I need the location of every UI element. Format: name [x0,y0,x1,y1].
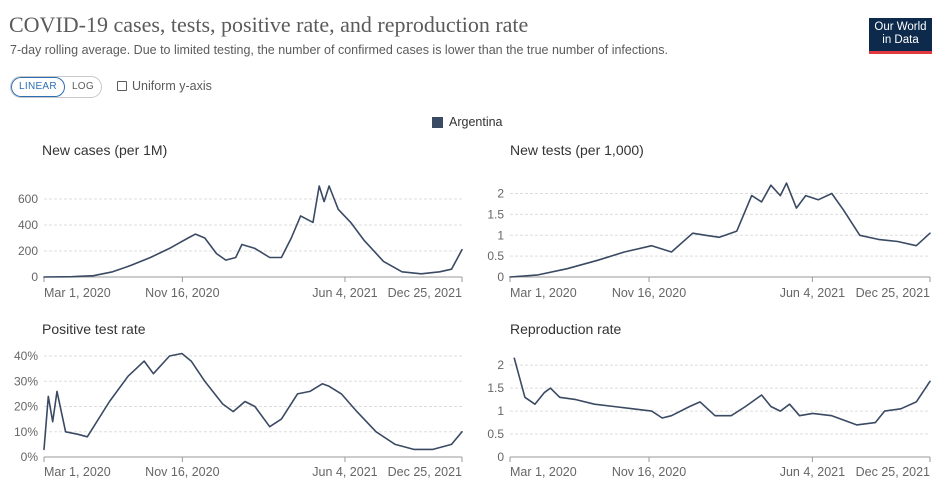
panel-title-positive-rate: Positive test rate [42,321,146,337]
series-line [43,352,463,451]
x-tick-label: Nov 16, 2020 [145,465,219,479]
log-scale-button[interactable]: LOG [71,81,94,92]
x-tick-label: Jun 4, 2021 [780,465,845,479]
x-tick-label: Dec 25, 2021 [388,465,462,479]
scale-toggle: LINEAR LOG [10,76,102,98]
y-tick-label: 2 [497,358,504,372]
x-tick-label: Jun 4, 2021 [312,465,377,479]
linear-scale-button[interactable]: LINEAR [11,77,65,97]
y-tick-label: 200 [18,244,38,258]
x-tick-label: Mar 1, 2020 [44,286,111,300]
y-tick-label: 30% [14,374,38,388]
x-tick-label: Jun 4, 2021 [780,286,845,300]
y-tick-label: 40% [14,349,38,363]
logo-line-2: in Data [882,34,919,46]
y-tick-label: 10% [14,425,38,439]
x-tick-label: Dec 25, 2021 [388,286,462,300]
series-line [513,357,931,426]
logo-line-1: Our World [874,21,927,33]
uniform-y-axis-checkbox[interactable] [117,81,127,91]
panel-title-reproduction-rate: Reproduction rate [510,321,622,337]
x-tick-label: Jun 4, 2021 [312,286,377,300]
y-tick-label: 20% [14,400,38,414]
y-tick-label: 2 [497,187,504,201]
x-tick-label: Nov 16, 2020 [612,465,686,479]
chart-subtitle: 7-day rolling average. Due to limited te… [10,43,668,57]
legend[interactable]: Argentina [432,115,503,129]
y-tick-label: 0% [21,450,39,464]
y-tick-label: 0.5 [487,427,504,441]
owid-logo[interactable]: Our World in Data [869,18,932,54]
series-line [509,182,931,278]
y-tick-label: 0 [497,270,504,284]
x-tick-label: Dec 25, 2021 [856,286,930,300]
panel-title-new-tests: New tests (per 1,000) [510,142,644,158]
y-tick-label: 600 [18,192,38,206]
y-tick-label: 1 [497,228,504,242]
y-tick-label: 0 [31,270,38,284]
x-tick-label: Dec 25, 2021 [856,465,930,479]
series-line [43,185,463,278]
y-tick-label: 0 [497,450,504,464]
x-tick-label: Nov 16, 2020 [145,286,219,300]
y-tick-label: 0.5 [487,249,504,263]
uniform-y-axis-toggle[interactable]: Uniform y-axis [117,79,212,93]
y-tick-label: 1.5 [487,381,504,395]
y-tick-label: 1 [497,404,504,418]
legend-swatch [432,116,443,128]
x-tick-label: Mar 1, 2020 [44,465,111,479]
panel-title-new-cases: New cases (per 1M) [42,142,168,158]
chart-title: COVID-19 cases, tests, positive rate, an… [9,12,529,37]
x-tick-label: Nov 16, 2020 [612,286,686,300]
x-tick-label: Mar 1, 2020 [510,286,577,300]
y-tick-label: 400 [18,218,38,232]
legend-label: Argentina [449,115,503,129]
uniform-y-axis-label: Uniform y-axis [132,79,212,93]
y-tick-label: 1.5 [487,207,504,221]
x-tick-label: Mar 1, 2020 [510,465,577,479]
